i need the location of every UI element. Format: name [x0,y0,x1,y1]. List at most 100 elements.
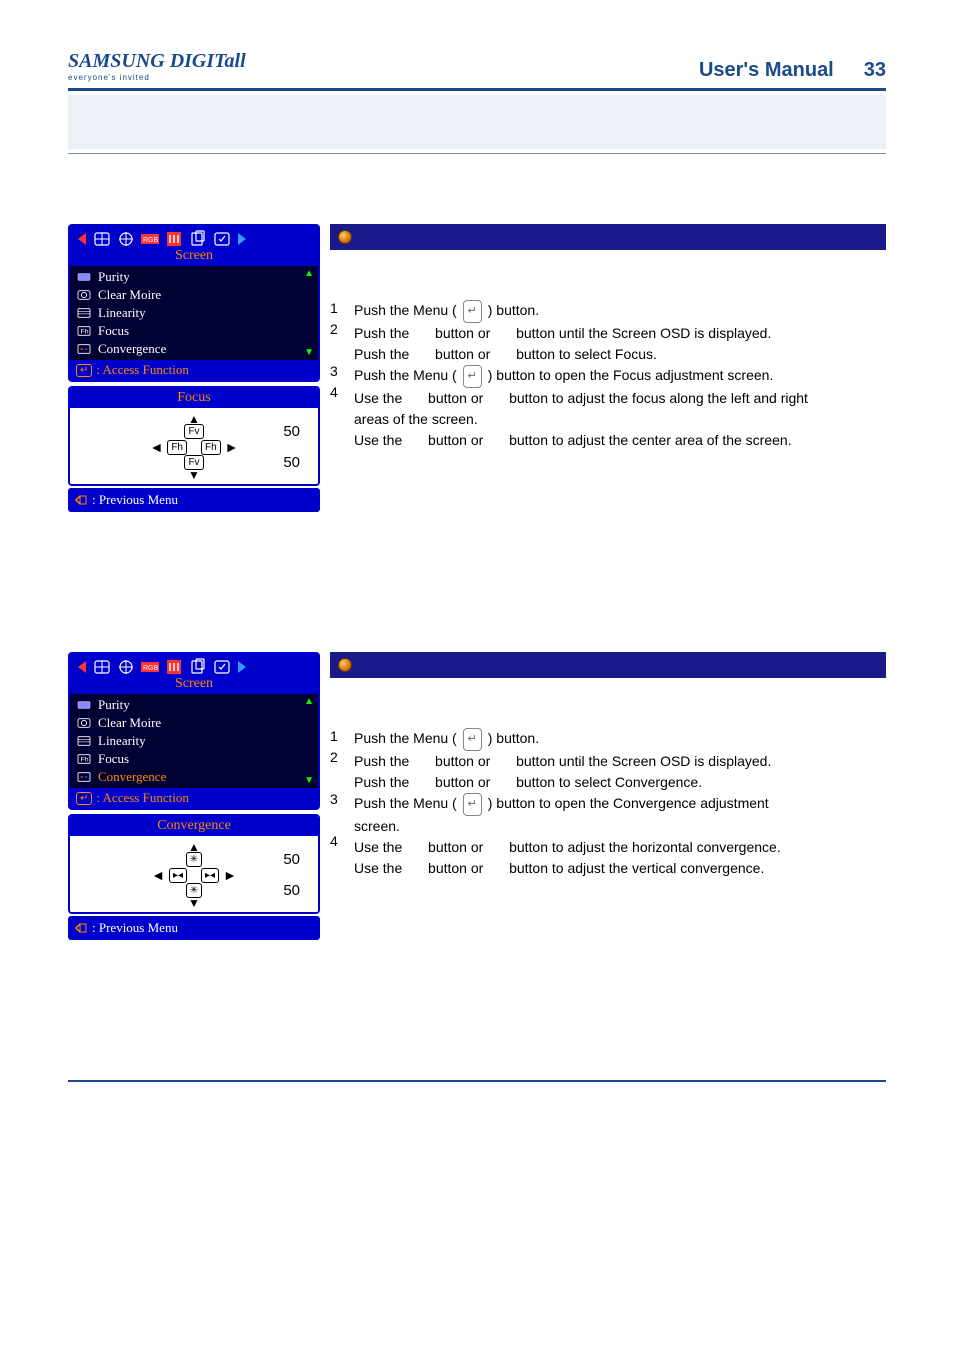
osd-icon-size[interactable] [116,230,136,248]
osd-menu-item[interactable]: Convergence [76,340,312,358]
step-line: Use the button or button to adjust the v… [354,858,886,879]
adjust-row-h[interactable]: ◄ ▸◂ ▸◂ ► [80,867,308,883]
osd-icon-advanced[interactable] [188,658,208,676]
exit-icon [74,922,88,934]
scroll-down-icon[interactable]: ▼ [304,347,314,358]
adjust-value-2: 50 [283,882,300,899]
enter-icon: ↵ [76,792,92,805]
adjust-arrow-up[interactable]: ▲ [80,842,308,852]
step-line: Use the button or button to adjust the c… [354,430,886,451]
step-number [330,405,344,426]
step-number [330,342,344,363]
step-line: Push the button or button until the Scre… [354,323,886,344]
step-text-fragment: button or [431,774,494,790]
step-number: 2 [330,321,344,342]
adjust-arrow-up[interactable]: ▲ [80,414,308,424]
step-text-fragment: button or [424,839,487,855]
osd-menu-item[interactable]: Linearity [76,304,312,322]
step-number: 1 [330,728,344,749]
osd-menu-item-label: Clear Moire [98,715,161,731]
linearity-icon [76,735,92,747]
scroll-up-icon[interactable]: ▲ [304,696,314,707]
header-title: User's Manual [699,59,834,82]
osd-menu-item-label: Convergence [98,341,166,357]
step-number [330,812,344,833]
osd-menu-item-label: Focus [98,323,129,339]
step-text-column: Push the Menu ( ↵ ) button.Push the butt… [354,300,886,451]
osd-icon-reset[interactable] [212,230,232,248]
step-line: Push the button or button to select Conv… [354,772,886,793]
step-text-fragment: areas of the screen. [354,411,478,427]
step-text-fragment: Push the [354,774,413,790]
osd-icon-position[interactable] [92,230,112,248]
nav-left-icon[interactable] [76,231,88,247]
step-number [330,426,344,447]
osd-top-icon-row: RGB [70,226,318,248]
step-text-fragment: Push the Menu ( [354,795,461,811]
footer-rule [68,1080,886,1082]
step-number-column: 1234 [330,300,344,451]
osd-adjust-box: Focus ▲ Fv 50 ◄ Fh Fh ► Fv 50 ▼ [68,386,320,486]
step-text-fragment: Push the Menu ( [354,730,461,746]
osd-main-box: RGB Screen ▲ Purity Clear Moire Linearit… [68,224,320,382]
osd-menu-list: ▲ Purity Clear Moire Linearity Focus Con… [70,694,318,788]
osd-menu-item-label: Linearity [98,733,146,749]
osd-menu-item[interactable]: Linearity [76,732,312,750]
osd-icon-position[interactable] [92,658,112,676]
nav-left-icon[interactable] [76,659,88,675]
scroll-up-icon[interactable]: ▲ [304,268,314,279]
step-text-fragment: button until the Screen OSD is displayed… [512,753,771,769]
focus-icon [76,753,92,765]
nav-right-icon[interactable] [236,231,248,247]
enter-icon: ↵ [76,364,92,377]
step-text-fragment: button until the Screen OSD is displayed… [512,325,771,341]
adjust-icon-v1: Fv [184,424,203,439]
step-line: Use the button or button to adjust the f… [354,388,886,409]
osd-menu-item[interactable]: Clear Moire [76,714,312,732]
step-number [330,854,344,875]
osd-menu-item[interactable]: Purity [76,696,312,714]
adjust-arrow-down[interactable]: ▼ [80,470,308,480]
step-line: areas of the screen. [354,409,886,430]
step-number: 1 [330,300,344,321]
adjust-row-h[interactable]: ◄ Fh Fh ► [80,439,308,455]
adjust-arrow-down[interactable]: ▼ [80,898,308,908]
osd-icon-screen[interactable] [164,658,184,676]
step-text-fragment: button or [424,860,487,876]
step-line: Push the Menu ( ↵ ) button. [354,300,886,323]
step-text-fragment: button to adjust the vertical convergenc… [505,860,764,876]
osd-menu-item[interactable]: Convergence [76,768,312,786]
svg-text:RGB: RGB [143,237,159,244]
osd-icon-reset[interactable] [212,658,232,676]
osd-prev-label: : Previous Menu [92,492,178,508]
step-number-column: 1234 [330,728,344,879]
osd-menu-item[interactable]: Focus [76,750,312,768]
step-text-fragment: Push the [354,325,413,341]
osd-menu-item[interactable]: Clear Moire [76,286,312,304]
topic-bar [330,224,886,250]
step-number [330,770,344,791]
osd-icon-advanced[interactable] [188,230,208,248]
osd-prev-hint: : Previous Menu [68,488,320,512]
step-line: Push the Menu ( ↵ ) button to open the F… [354,365,886,388]
purity-icon [76,271,92,283]
osd-access-hint: ↵ : Access Function [70,360,318,380]
scroll-down-icon[interactable]: ▼ [304,775,314,786]
osd-adjust-box: Convergence ▲ ✳ 50 ◄ ▸◂ ▸◂ ► ✳ 50 ▼ [68,814,320,914]
osd-icon-size[interactable] [116,658,136,676]
adjust-icon-h2: ▸◂ [201,868,219,883]
osd-icon-rgb[interactable]: RGB [140,660,160,674]
osd-icon-screen[interactable] [164,230,184,248]
step-line: Push the Menu ( ↵ ) button to open the C… [354,793,886,816]
nav-right-icon[interactable] [236,659,248,675]
osd-menu-item[interactable]: Purity [76,268,312,286]
step-number: 3 [330,363,344,384]
page-header: SAMSUNG DIGITall everyone's invited User… [68,50,886,82]
osd-prev-label: : Previous Menu [92,920,178,936]
osd-icon-rgb[interactable]: RGB [140,232,160,246]
svg-text:RGB: RGB [143,665,159,672]
logo-sub-text: everyone's invited [68,73,246,82]
step-text-fragment: Use the [354,432,406,448]
osd-menu-item[interactable]: Focus [76,322,312,340]
step-line: Push the button or button to select Focu… [354,344,886,365]
